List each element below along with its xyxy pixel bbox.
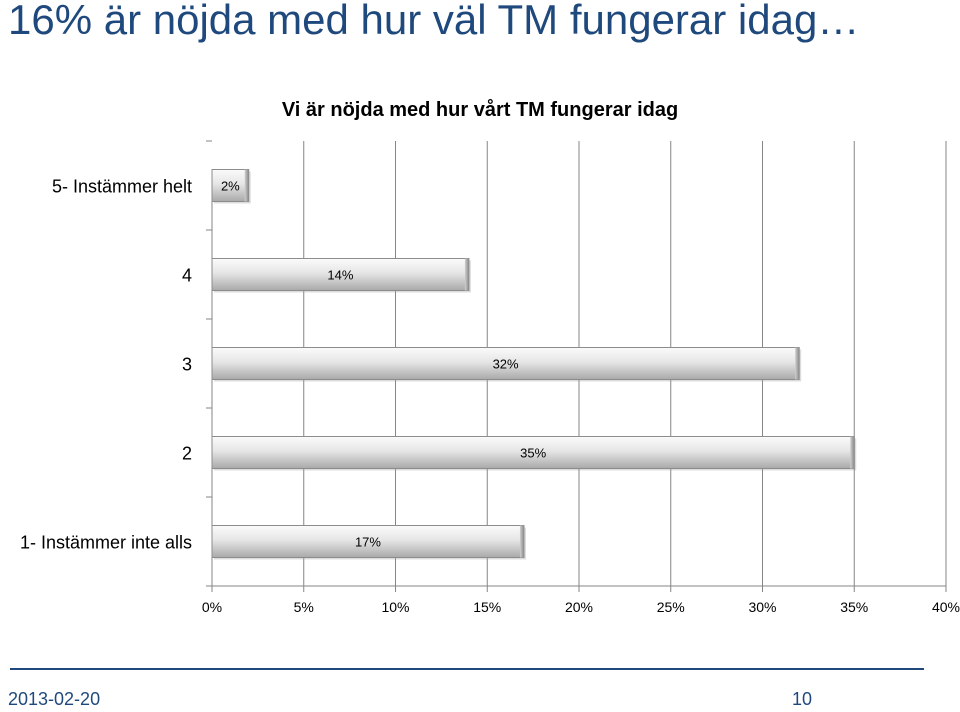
category-label: 2: [182, 444, 192, 464]
footer-date: 2013-02-20: [8, 689, 101, 709]
bar: [211, 436, 855, 469]
footer-divider: [10, 668, 924, 670]
category-label: 5- Instämmer helt: [52, 177, 192, 197]
x-tick-label: 35%: [840, 599, 868, 615]
data-label: 2%: [221, 179, 240, 194]
bar-end: [464, 258, 469, 291]
x-tick-label: 30%: [748, 599, 776, 615]
category-label: 3: [182, 355, 192, 375]
data-label: 17%: [355, 535, 381, 550]
data-label: 32%: [493, 357, 519, 372]
bar: [211, 169, 250, 202]
data-label: 14%: [327, 268, 353, 283]
chart-title: Vi är nöjda med hur vårt TM fungerar ida…: [282, 98, 678, 121]
x-tick-label: 15%: [473, 599, 501, 615]
category-label: 4: [182, 266, 192, 286]
bars: [211, 169, 857, 560]
x-tick-label: 25%: [657, 599, 685, 615]
bar-chart: Vi är nöjda med hur vårt TM fungerar ida…: [20, 98, 960, 616]
bar: [211, 258, 470, 291]
x-tick-label: 10%: [381, 599, 409, 615]
x-tick-label: 20%: [565, 599, 593, 615]
x-tick-label: 5%: [294, 599, 314, 615]
labels: 0% 5% 10% 15% 20% 25% 30% 35% 40% 5- Instämmer he…: [20, 177, 960, 616]
x-tick-label: 0%: [202, 599, 222, 615]
slide-title: 16% är nöjda med hur väl TM fungerar ida…: [8, 0, 860, 43]
category-label: 1- Instämmer inte alls: [20, 533, 192, 553]
x-tick-label: 40%: [932, 599, 960, 615]
bar-end: [244, 169, 249, 202]
bar-end: [795, 347, 800, 380]
bar-end: [519, 525, 524, 558]
data-label: 35%: [520, 446, 546, 461]
bar: [211, 347, 800, 380]
bar: [211, 525, 525, 558]
page-number: 10: [792, 689, 813, 709]
bar-end: [850, 436, 855, 469]
